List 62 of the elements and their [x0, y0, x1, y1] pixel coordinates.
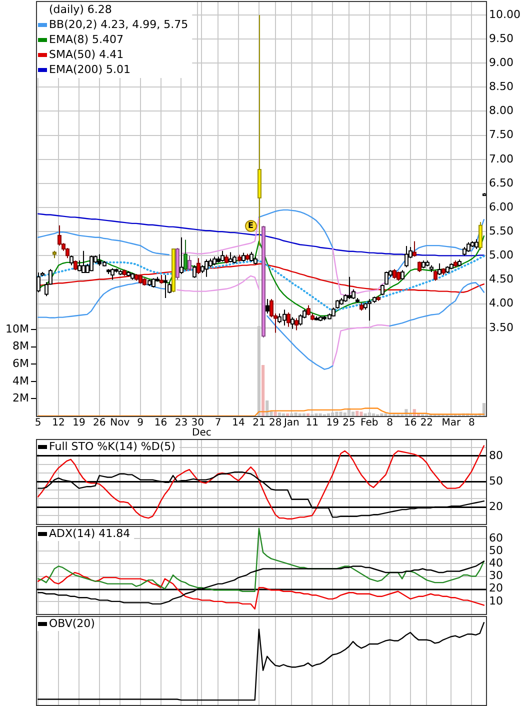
x-tick-label: Dec: [192, 428, 212, 439]
chart-title: (daily) 6.28: [49, 2, 112, 16]
y-tick-label: 9.00: [489, 56, 514, 69]
y-tick-label: 4.00: [489, 296, 514, 310]
legend-label: EMA(8) 5.407: [49, 32, 124, 46]
x-tick-label: 8: [386, 418, 394, 429]
circle-letter-icon: E: [244, 220, 257, 232]
y-tick-label: 20: [489, 500, 503, 513]
legend-label: SMA(50) 4.41: [49, 48, 124, 61]
legend-label: EMA(200) 5.01: [49, 62, 131, 76]
x-tick-label: 21: [252, 418, 266, 429]
x-tick-label: 16: [404, 418, 417, 429]
x-tick-label: Jan: [282, 418, 300, 429]
y2-tick-label: 2M: [12, 392, 29, 405]
y-tick-label: 6.00: [489, 200, 514, 214]
legend-label: OBV(20): [49, 616, 95, 630]
x-tick-label: 8: [468, 418, 475, 429]
x-tick-label: 22: [420, 418, 434, 429]
y-tick-label: 60: [489, 531, 503, 544]
y-tick-label: 10: [489, 594, 503, 608]
x-tick-label: Nov: [110, 418, 130, 429]
x-tick-label: 16: [154, 418, 168, 429]
x-tick-label: 30: [191, 418, 204, 429]
legend-label: ADX(14) 41.84: [49, 526, 130, 540]
x-tick-label: 23: [174, 418, 188, 429]
y2-tick-label: 8M: [12, 340, 29, 353]
x-tick-label: 19: [72, 418, 86, 429]
y-tick-label: 9.50: [489, 32, 514, 45]
y-tick-label: 5.50: [489, 224, 514, 238]
y2-tick-label: 6M: [12, 356, 29, 370]
x-tick-label: 9: [137, 418, 144, 429]
x-tick-label: 11: [306, 418, 319, 429]
y-tick-label: 5.00: [489, 248, 514, 262]
y-tick-label: 7.00: [489, 152, 514, 166]
x-tick-label: 14: [232, 418, 245, 429]
x-tick-label: 7: [214, 418, 222, 429]
y2-tick-label: 10M: [6, 322, 29, 336]
x-tick-label: 28: [268, 418, 282, 429]
annotation: E: [248, 220, 254, 230]
y-tick-label: 50: [489, 544, 503, 557]
legend-label: Full STO %K(14) %D(5): [49, 440, 176, 453]
y-tick-label: 3.50: [489, 320, 514, 334]
y-tick-label: 20: [489, 582, 503, 595]
y-tick-label: 7.50: [489, 128, 514, 142]
legend-label: BB(20,2) 4.23, 4.99, 5.75: [49, 18, 188, 31]
y-tick-label: 4.50: [489, 272, 514, 286]
y2-tick-label: 4M: [12, 374, 29, 388]
y-tick-label: 10.00: [489, 8, 520, 21]
x-tick-label: 12: [52, 418, 65, 429]
y-tick-label: 6.50: [489, 176, 514, 190]
x-tick-label: 19: [326, 418, 339, 429]
x-tick-label: 5: [34, 418, 42, 429]
y-tick-label: 8.50: [489, 80, 514, 94]
x-tick-label: 25: [342, 418, 356, 429]
x-tick-label: Feb: [360, 418, 378, 429]
x-tick-label: 26: [93, 418, 106, 429]
y-tick-label: 30: [489, 569, 503, 582]
y-tick-label: 50: [489, 474, 503, 488]
y-tick-label: 8.00: [489, 104, 514, 118]
y-tick-label: 80: [489, 448, 503, 462]
x-tick-label: Mar: [442, 418, 462, 429]
y-tick-label: 40: [489, 556, 503, 570]
